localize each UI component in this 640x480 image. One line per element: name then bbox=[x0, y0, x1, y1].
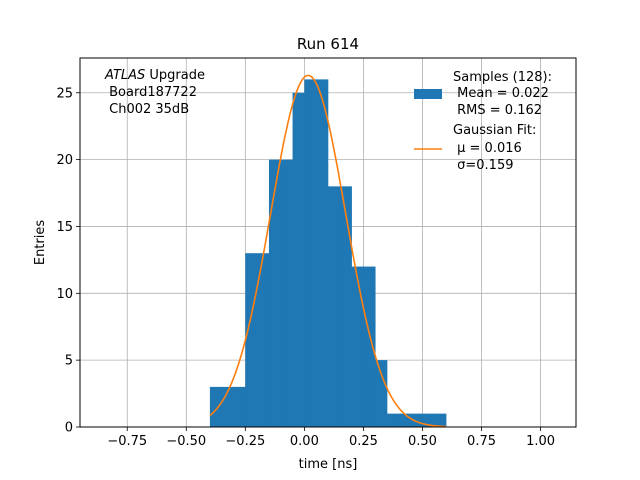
chart-title: Run 614 bbox=[297, 35, 359, 53]
histogram-bar bbox=[328, 186, 341, 427]
legend-swatch-samples bbox=[414, 89, 442, 99]
annotation-italic: ATLAS bbox=[104, 68, 145, 83]
histogram-bar bbox=[387, 413, 400, 427]
annotation-line-1: ATLAS Upgrade bbox=[104, 68, 205, 83]
histogram-bar bbox=[245, 253, 258, 427]
legend-fit-title: Gaussian Fit: bbox=[453, 123, 536, 138]
x-tick-label: 0.50 bbox=[408, 434, 437, 449]
histogram-bar bbox=[351, 266, 364, 427]
histogram-bars bbox=[209, 79, 447, 428]
y-tick-label: 15 bbox=[56, 220, 73, 235]
legend-samples-mean: Mean = 0.022 bbox=[453, 86, 549, 101]
x-tick-label: 0.25 bbox=[349, 434, 378, 449]
histogram-bar bbox=[280, 159, 293, 427]
x-tick-label: 0.75 bbox=[467, 434, 496, 449]
histogram-bar bbox=[209, 386, 234, 427]
histogram-bar bbox=[363, 266, 376, 427]
y-tick-label: 25 bbox=[56, 86, 73, 101]
y-tick-label: 20 bbox=[56, 153, 73, 168]
x-tick-label: −0.50 bbox=[166, 434, 206, 449]
plot-frame bbox=[79, 57, 577, 428]
annotation-line-3: Ch002 35dB bbox=[105, 102, 189, 117]
legend-fit-mu: μ = 0.016 bbox=[453, 141, 522, 156]
x-tick-label: −0.25 bbox=[225, 434, 265, 449]
histogram-bar bbox=[292, 92, 305, 428]
histogram-bar bbox=[304, 79, 317, 428]
annotation-line-2: Board187722 bbox=[105, 85, 197, 100]
histogram-bar bbox=[233, 386, 246, 427]
y-tick-label: 10 bbox=[56, 287, 73, 302]
legend: Samples (128): Mean = 0.022 RMS = 0.162 … bbox=[414, 70, 552, 173]
legend-samples-title: Samples (128): bbox=[453, 70, 552, 85]
x-tick-label: 0.00 bbox=[290, 434, 319, 449]
histogram-bar bbox=[339, 186, 352, 427]
x-tick-label: −0.75 bbox=[107, 434, 147, 449]
histogram-bar bbox=[375, 360, 388, 427]
legend-fit-sigma: σ=0.159 bbox=[453, 158, 513, 173]
y-axis-label: Entries bbox=[33, 220, 48, 266]
histogram-bar bbox=[398, 413, 447, 427]
y-axis-ticks: 0 5 10 15 20 25 bbox=[56, 86, 80, 436]
y-tick-label: 5 bbox=[65, 354, 73, 369]
annotation-rest: Upgrade bbox=[145, 68, 205, 83]
histogram-bar bbox=[316, 79, 329, 428]
x-axis-ticks: −0.75 −0.50 −0.25 0.00 0.25 0.50 0.75 1.00 bbox=[107, 427, 555, 449]
histogram-bar bbox=[268, 159, 282, 427]
histogram-bar bbox=[257, 253, 270, 427]
fit-curve bbox=[209, 74, 447, 428]
x-tick-label: 1.00 bbox=[526, 434, 555, 449]
gaussian-fit bbox=[209, 74, 447, 428]
legend-samples-rms: RMS = 0.162 bbox=[453, 103, 542, 118]
x-axis-label: time [ns] bbox=[299, 457, 358, 472]
y-tick-label: 0 bbox=[65, 421, 73, 436]
